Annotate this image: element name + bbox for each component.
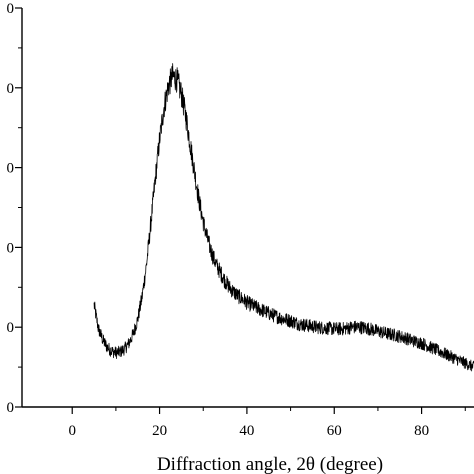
plot-area xyxy=(93,63,474,372)
y-tick-label: 0 xyxy=(7,1,15,17)
axes: 0 20 40 60 80 0 0 0 0 0 0 xyxy=(7,1,474,439)
x-axis-title: Diffraction angle, 2θ (degree) xyxy=(157,454,383,474)
x-tick-label: 80 xyxy=(414,423,429,439)
y-tick-label: 0 xyxy=(7,320,15,336)
y-tick-label: 0 xyxy=(7,400,15,416)
y-tick-label: 0 xyxy=(7,81,15,97)
x-tick-label: 40 xyxy=(239,423,254,439)
x-tick-label: 0 xyxy=(68,423,76,439)
y-tick-label: 0 xyxy=(7,161,15,177)
xrd-series-line xyxy=(93,63,474,372)
y-tick-label: 0 xyxy=(7,240,15,256)
x-tick-label: 60 xyxy=(327,423,342,439)
x-tick-label: 20 xyxy=(152,423,167,439)
